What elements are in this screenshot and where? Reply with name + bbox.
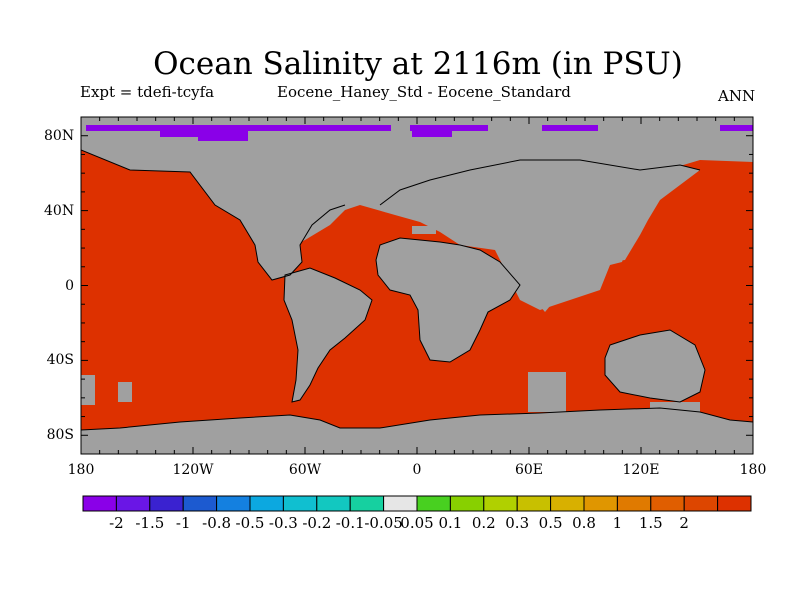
period-label: ANN <box>718 87 756 105</box>
australia <box>605 330 705 402</box>
polar-cell <box>198 125 248 141</box>
colorbar-label: -1.5 <box>135 514 165 532</box>
north-america <box>81 140 380 280</box>
lon-label: 60E <box>514 462 544 478</box>
colorbar-label: -0.8 <box>202 514 232 532</box>
axis-ticks <box>80 116 754 455</box>
colorbar-box <box>383 495 418 512</box>
coastlines <box>81 149 753 431</box>
colorbar-box <box>149 495 184 512</box>
lat-label: 80N <box>44 127 75 144</box>
colorbar-box <box>316 495 351 512</box>
land-masses <box>81 117 753 454</box>
polar-cell <box>412 125 452 137</box>
experiment-label: Expt = tdefi-tcyfa <box>80 83 215 101</box>
colorbar-label: 0.2 <box>471 514 496 532</box>
colorbar-label: -0.1 <box>335 514 365 532</box>
colorbar-box <box>416 495 451 512</box>
colorbar-box <box>483 495 518 512</box>
colorbar-box <box>182 495 218 512</box>
colorbar-box <box>516 495 552 512</box>
colorbar-label: -2 <box>109 514 124 532</box>
colorbar <box>82 495 752 512</box>
colorbar-label: 0.05 <box>400 514 434 532</box>
lon-label: 180 <box>739 462 767 478</box>
colorbar-label: 1 <box>612 514 623 532</box>
lat-label: 80S <box>46 427 74 444</box>
colorbar-box <box>550 495 585 512</box>
colorbar-label: 2 <box>679 514 689 532</box>
lon-label: 180 <box>67 462 95 478</box>
colorbar-box <box>349 495 385 512</box>
eurasia <box>380 160 700 292</box>
colorbar-label: -0.5 <box>235 514 265 532</box>
south-pacific-cell-2 <box>118 382 132 402</box>
lat-label: 0 <box>65 277 74 294</box>
chart-title: Ocean Salinity at 2116m (in PSU) <box>153 46 683 82</box>
colorbar-box <box>583 495 618 512</box>
map-area <box>81 117 753 454</box>
colorbar-box <box>616 495 652 512</box>
med-cell <box>412 226 436 234</box>
antarctica <box>81 408 753 454</box>
comparison-label: Eocene_Haney_Std - Eocene_Standard <box>277 83 571 101</box>
colorbar-box <box>650 495 685 512</box>
colorbar-label: 0.1 <box>438 514 463 532</box>
colorbar-box <box>683 495 719 512</box>
polar-cell <box>542 125 598 131</box>
colorbar-label: 0.8 <box>572 514 596 532</box>
colorbar-box <box>115 495 151 512</box>
india <box>520 262 560 312</box>
colorbar-label: 1.5 <box>638 514 663 532</box>
southern-ocean-cell <box>650 402 700 412</box>
colorbar-box <box>249 495 284 512</box>
kerguelen-cell <box>528 372 566 412</box>
colorbar-label: 0.5 <box>538 514 563 532</box>
lon-label: 120E <box>622 462 660 478</box>
lon-label: 0 <box>412 462 422 478</box>
colorbar-box <box>216 495 251 512</box>
colorbar-box <box>717 495 752 512</box>
colorbar-label: -0.05 <box>364 514 403 532</box>
lat-label: 40S <box>46 352 74 369</box>
lon-label: 60W <box>288 462 322 478</box>
colorbar-label: -1 <box>175 514 191 532</box>
polar-negative-cells <box>86 125 753 141</box>
colorbar-label: -0.3 <box>268 514 298 532</box>
colorbar-box <box>282 495 318 512</box>
lat-label: 40N <box>44 202 75 219</box>
lon-label: 120W <box>172 462 214 478</box>
colorbar-box <box>82 495 117 512</box>
polar-cell <box>276 125 391 131</box>
colorbar-label: 0.3 <box>505 514 530 532</box>
africa <box>376 238 520 362</box>
south-america <box>284 268 372 402</box>
colorbar-label: -0.2 <box>302 514 332 532</box>
polar-cell <box>720 125 753 131</box>
colorbar-box <box>449 495 485 512</box>
